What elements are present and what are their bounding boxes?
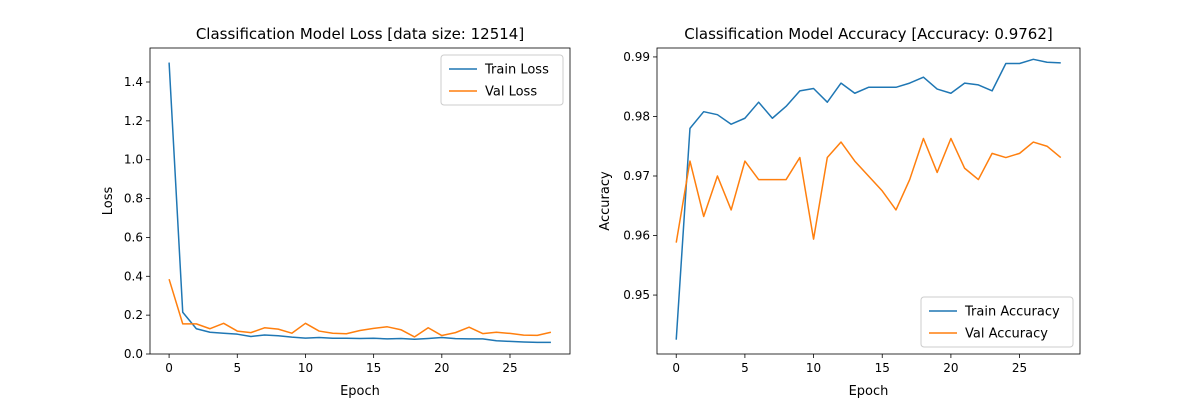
accuracy-x-tick-label: 25 (1012, 361, 1027, 375)
loss-series-line-val (168, 278, 552, 338)
loss-x-axis-label: Epoch (340, 384, 380, 399)
accuracy-legend-label-val: Val Accuracy (965, 327, 1048, 342)
loss-x-tick-label: 25 (502, 361, 517, 375)
loss-x-tick-label: 0 (165, 361, 173, 375)
loss-legend: Train Loss Val Loss (440, 54, 564, 106)
loss-chart: Classification Model Loss [data size: 12… (101, 25, 571, 399)
loss-y-tick-label: 1.4 (124, 75, 143, 89)
loss-axes-frame (149, 47, 571, 355)
accuracy-chart-title: Classification Model Accuracy [Accuracy:… (684, 25, 1052, 43)
accuracy-y-tick-label: 0.96 (623, 229, 650, 243)
loss-legend-box (440, 54, 564, 106)
accuracy-x-tick-label: 5 (741, 361, 749, 375)
accuracy-x-axis-label: Epoch (849, 384, 889, 399)
accuracy-y-axis-label: Accuracy (598, 171, 613, 231)
accuracy-legend-label-train: Train Accuracy (964, 305, 1060, 320)
accuracy-x-tick-label: 10 (806, 361, 821, 375)
loss-legend-label-train: Train Loss (484, 63, 549, 78)
accuracy-x-tick-label: 0 (672, 361, 680, 375)
loss-chart-title: Classification Model Loss [data size: 12… (196, 25, 524, 43)
loss-x-tick-label: 5 (233, 361, 241, 375)
accuracy-y-tick-label: 0.98 (623, 109, 650, 123)
loss-y-tick-label: 0.8 (124, 192, 143, 206)
loss-legend-label-val: Val Loss (485, 85, 537, 100)
accuracy-axes-frame (656, 47, 1081, 355)
loss-y-tick-label: 0.2 (124, 308, 143, 322)
loss-y-tick-label: 1.0 (124, 153, 143, 167)
loss-y-tick-label: 0.0 (124, 347, 143, 361)
accuracy-chart: Classification Model Accuracy [Accuracy:… (598, 25, 1081, 399)
accuracy-series-line-train (675, 58, 1061, 340)
loss-y-tick-label: 0.6 (124, 230, 143, 244)
accuracy-x-tick-label: 15 (875, 361, 890, 375)
accuracy-y-tick-label: 0.95 (623, 288, 650, 302)
accuracy-legend: Train Accuracy Val Accuracy (920, 296, 1074, 348)
loss-x-tick-label: 15 (366, 361, 381, 375)
loss-x-tick-label: 20 (434, 361, 449, 375)
accuracy-legend-box (920, 296, 1074, 348)
accuracy-series-line-val (675, 137, 1062, 243)
loss-series-line-train (168, 62, 551, 344)
accuracy-y-tick-label: 0.99 (623, 50, 650, 64)
loss-y-tick-label: 1.2 (124, 114, 143, 128)
accuracy-y-tick-label: 0.97 (623, 169, 650, 183)
accuracy-x-tick-label: 20 (943, 361, 958, 375)
loss-y-tick-label: 0.4 (124, 269, 143, 283)
loss-y-axis-label: Loss (101, 187, 116, 216)
loss-x-tick-label: 10 (298, 361, 313, 375)
